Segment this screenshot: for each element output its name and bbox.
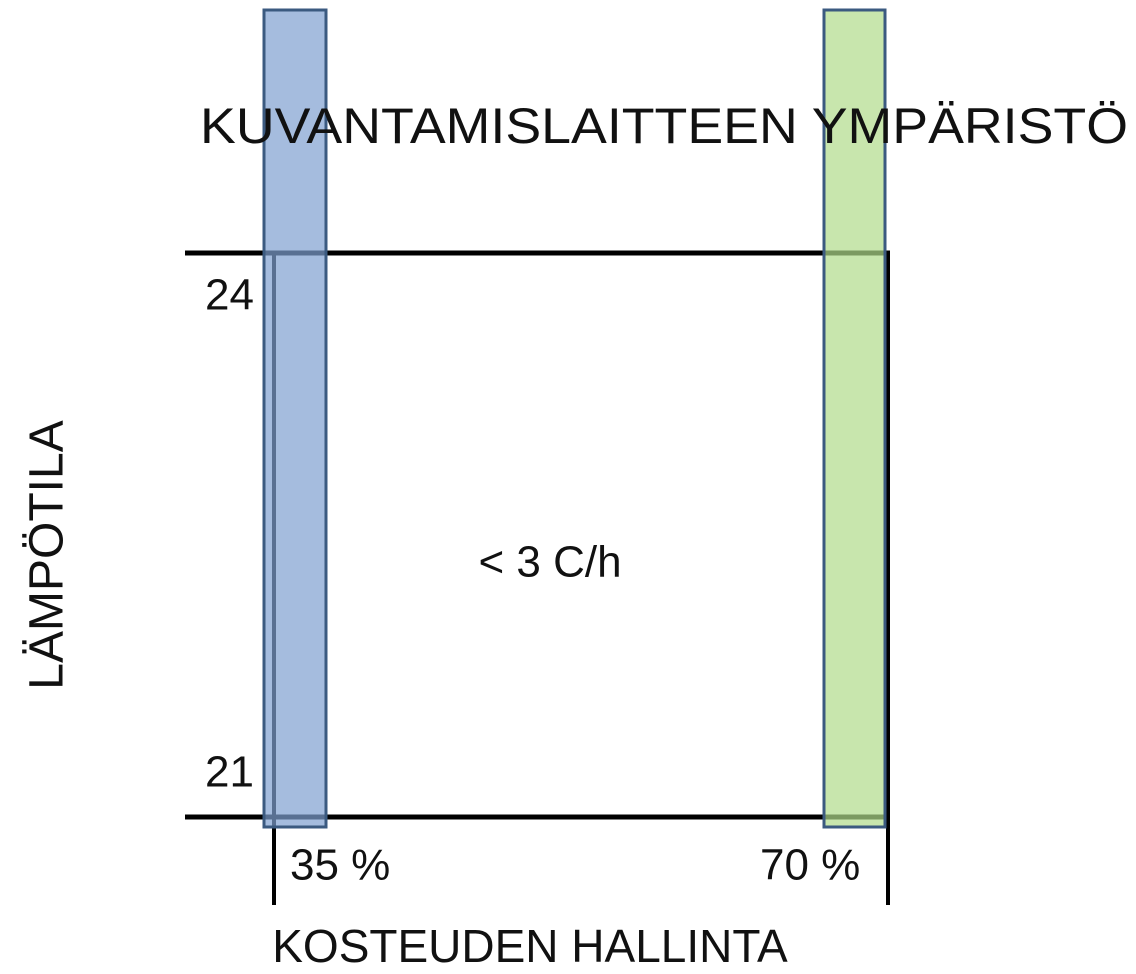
x-axis-label: KOSTEUDEN HALLINTA	[272, 920, 788, 972]
x-right-label: 70 %	[760, 841, 860, 890]
low-humidity-band	[262, 8, 328, 829]
y-bottom-label: 21	[205, 748, 254, 797]
title: KUVANTAMISLAITTEEN YMPÄRISTÖ	[200, 98, 1128, 154]
center-label: < 3 C/h	[478, 538, 621, 587]
y-axis-label: LÄMPÖTILA	[21, 420, 74, 689]
y-top-label: 24	[205, 271, 254, 320]
high-humidity-band	[822, 8, 887, 829]
x-left-label: 35 %	[290, 841, 390, 890]
